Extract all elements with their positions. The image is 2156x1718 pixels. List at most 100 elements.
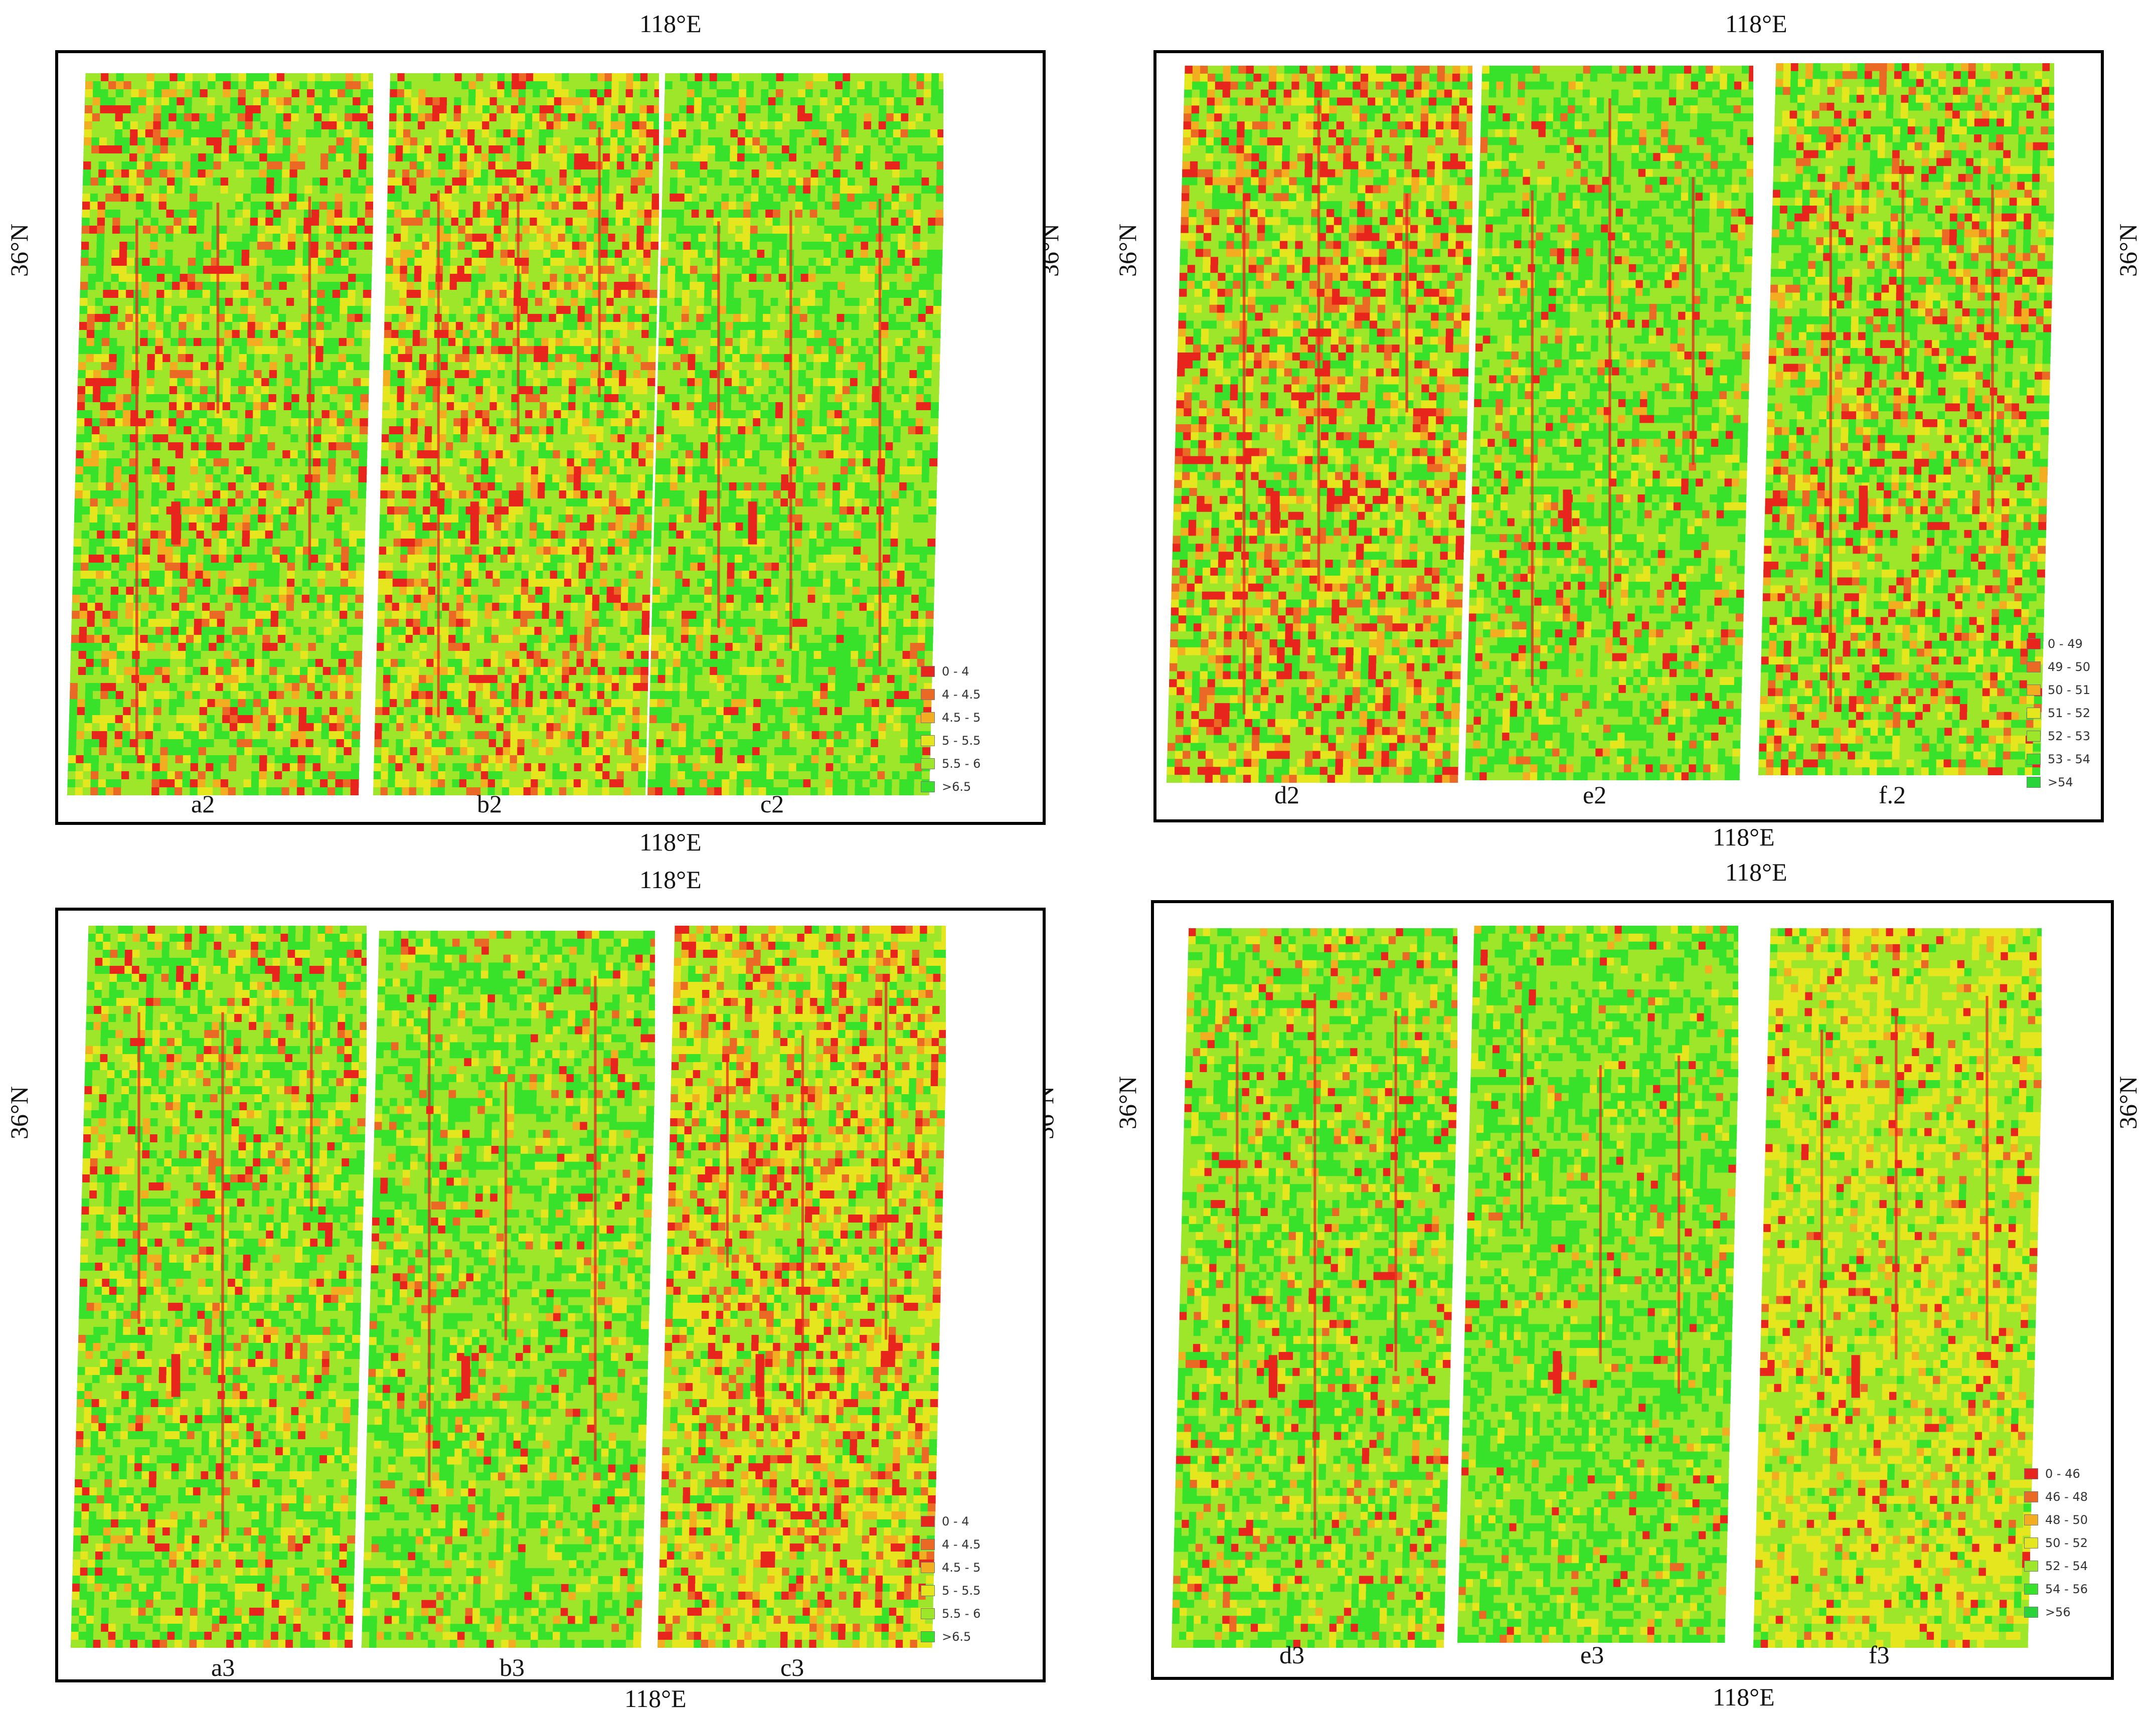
lat-label-right-br: 36°N	[2113, 1076, 2142, 1129]
map-strip-d2	[1167, 66, 1472, 783]
lat-label-left-tl: 36°N	[5, 224, 34, 277]
red-streak	[137, 1012, 140, 1324]
strip-label-c2: c2	[760, 789, 784, 818]
red-streak	[594, 976, 597, 1461]
legend-label: >54	[2048, 775, 2073, 789]
legend-item: 4.5 - 5	[921, 1556, 980, 1579]
legend-label: 5.5 - 6	[942, 1607, 980, 1621]
map-strip-d3	[1172, 928, 1457, 1648]
legend-swatch	[2027, 684, 2041, 696]
map-panel-bottom-right: d3 e3 f3 0 - 46 46 - 48 48 - 50 50 - 52 52 -…	[1151, 900, 2114, 1680]
legend-label: >6.5	[942, 1630, 971, 1644]
legend-swatch	[2024, 1537, 2038, 1549]
legend-item: 48 - 50	[2024, 1508, 2088, 1531]
lat-label-left-bl: 36°N	[5, 1086, 34, 1139]
red-streak	[1317, 100, 1320, 591]
legend-top-left: 0 - 4 4 - 4.5 4.5 - 5 5 - 5.5 5.5 - 6 >6.5	[921, 660, 980, 798]
red-streak	[308, 196, 311, 570]
red-streak	[1901, 159, 1904, 374]
legend-item: 52 - 54	[2024, 1555, 2088, 1578]
raster-texture	[67, 73, 373, 795]
legend-label: 50 - 52	[2045, 1536, 2088, 1550]
legend-swatch	[921, 1539, 935, 1550]
lat-label-left-tr: 36°N	[1113, 224, 1142, 277]
legend-swatch	[2027, 777, 2041, 788]
strip-label-a3: a3	[211, 1653, 235, 1682]
legend-label: 4.5 - 5	[942, 1561, 980, 1575]
legend-label: 0 - 46	[2045, 1467, 2080, 1481]
legend-item: 4 - 4.5	[921, 1533, 980, 1556]
red-streak	[878, 199, 882, 666]
red-patch	[1270, 491, 1280, 534]
red-patch	[171, 501, 181, 545]
legend-item: 4 - 4.5	[921, 683, 980, 706]
legend-swatch	[921, 781, 935, 792]
legend-label: 50 - 51	[2048, 683, 2090, 697]
red-streak	[221, 1012, 224, 1542]
raster-texture	[1753, 928, 2042, 1648]
legend-item: 4.5 - 5	[921, 706, 980, 729]
red-streak	[1521, 1018, 1524, 1229]
legend-label: 5 - 5.5	[942, 734, 980, 748]
red-streak	[885, 979, 888, 1340]
red-patch	[755, 1354, 764, 1397]
legend-label: 4 - 4.5	[942, 688, 980, 702]
raster-texture	[647, 73, 943, 795]
strip-label-e2: e2	[1583, 780, 1606, 809]
strip-label-b3: b3	[500, 1653, 525, 1682]
red-streak	[310, 998, 313, 1212]
red-streak	[598, 127, 601, 398]
red-patch	[1563, 489, 1572, 532]
legend-label: 52 - 53	[2048, 729, 2090, 743]
legend-swatch	[2027, 708, 2041, 719]
red-patch	[171, 1354, 181, 1397]
red-streak	[1692, 177, 1695, 465]
red-streak	[1895, 1012, 1898, 1359]
red-streak	[428, 1007, 431, 1487]
raster-texture	[1167, 66, 1472, 783]
red-patch	[461, 1356, 470, 1399]
legend-item: 52 - 53	[2027, 725, 2090, 748]
legend-swatch	[2024, 1491, 2038, 1502]
legend-label: 51 - 52	[2048, 706, 2090, 720]
red-streak	[726, 1054, 729, 1268]
raster-texture	[1457, 926, 1738, 1643]
legend-item: 0 - 49	[2027, 632, 2090, 655]
strip-label-f2: f.2	[1879, 780, 1906, 809]
map-strip-c3	[657, 926, 946, 1648]
legend-item: 51 - 52	[2027, 702, 2090, 725]
map-panel-top-left: a2 b2 c2 0 - 4 4 - 4.5 4.5 - 5 5 - 5.5 5.5 -…	[55, 50, 1046, 825]
legend-label: 46 - 48	[2045, 1490, 2088, 1504]
legend-item: >6.5	[921, 775, 980, 798]
legend-item: >56	[2024, 1601, 2088, 1624]
legend-label: 0 - 49	[2048, 637, 2083, 651]
strip-label-e3: e3	[1580, 1640, 1604, 1669]
red-patch	[1859, 485, 1868, 528]
raster-texture	[362, 931, 655, 1648]
lon-label-top-bl: 118°E	[639, 865, 702, 894]
red-patch	[470, 501, 479, 545]
red-streak	[1242, 199, 1246, 715]
lon-label-top-tr: 118°E	[1725, 9, 1787, 38]
legend-label: 0 - 4	[942, 1514, 969, 1528]
red-streak	[504, 1082, 508, 1340]
legend-label: >56	[2045, 1605, 2071, 1619]
red-patch	[1851, 1355, 1860, 1398]
lon-label-bottom-bl: 118°E	[624, 1684, 687, 1713]
raster-texture	[1172, 928, 1457, 1648]
legend-swatch	[2024, 1584, 2038, 1595]
red-streak	[1313, 993, 1316, 1539]
red-streak	[1820, 1029, 1823, 1375]
legend-item: 5 - 5.5	[921, 729, 980, 752]
lon-label-bottom-tr: 118°E	[1713, 822, 1775, 851]
red-patch	[1268, 1355, 1277, 1398]
red-streak	[517, 197, 520, 442]
legend-swatch	[921, 712, 935, 723]
map-strip-b3	[362, 931, 655, 1648]
legend-item: 0 - 46	[2024, 1462, 2088, 1485]
red-streak	[1599, 1065, 1602, 1364]
legend-label: 52 - 54	[2045, 1559, 2088, 1573]
legend-item: 46 - 48	[2024, 1485, 2088, 1508]
raster-texture	[373, 73, 659, 795]
legend-top-right: 0 - 49 49 - 50 50 - 51 51 - 52 52 - 53 53 - 5…	[2027, 632, 2090, 794]
